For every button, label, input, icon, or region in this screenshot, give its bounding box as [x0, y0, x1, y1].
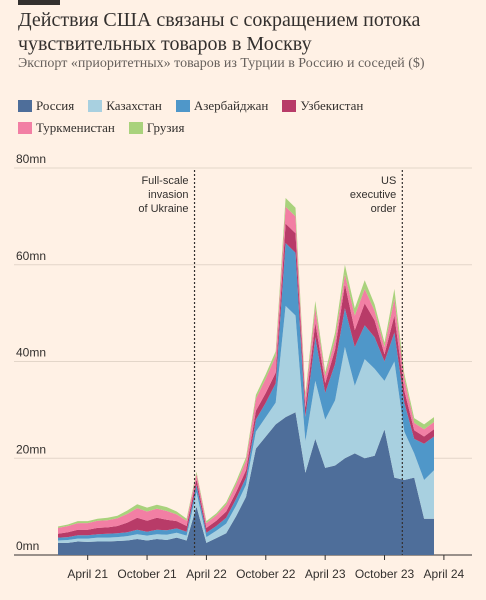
- legend-label: Грузия: [146, 120, 185, 135]
- legend-swatch: [18, 100, 32, 112]
- legend-swatch: [282, 100, 297, 112]
- legend-label: Туркменистан: [36, 120, 115, 135]
- chart-title: Действия США связаны с сокращением поток…: [18, 9, 421, 55]
- x-tick-label: April 23: [305, 567, 346, 581]
- area-series-3: [58, 223, 434, 538]
- legend-item-russia: Россия: [18, 98, 74, 114]
- ft-topbar: [18, 0, 60, 5]
- x-tick-label: April 21: [67, 567, 108, 581]
- legend-label: Азербайджан: [193, 98, 269, 113]
- annotation-text: Full-scale: [141, 175, 188, 187]
- legend-label: Казахстан: [106, 98, 162, 113]
- x-tick-label: October 21: [117, 567, 177, 581]
- x-tick-label: October 22: [236, 567, 296, 581]
- annotation-text: of Ukraine: [138, 203, 188, 215]
- legend-item-azerbaijan: Азербайджан: [175, 98, 269, 114]
- legend-item-uzbekistan: Узбекистан: [282, 98, 363, 114]
- y-tick-label: 20mn: [16, 442, 46, 456]
- legend-swatch: [18, 122, 32, 134]
- legend-item-georgia: Грузия: [128, 120, 185, 136]
- legend-item-turkmenistan: Туркменистан: [18, 120, 115, 136]
- legend-label: Россия: [36, 98, 75, 113]
- chart-subtitle: Экспорт «приоритетных» товаров из Турции…: [18, 56, 425, 71]
- y-tick-label: 40mn: [16, 346, 46, 360]
- legend-swatch: [128, 122, 143, 134]
- legend-item-kazakhstan: Казахстан: [88, 98, 162, 114]
- y-tick-label: 60mn: [16, 249, 46, 263]
- area-series-4: [58, 206, 434, 534]
- x-tick-label: October 23: [355, 567, 415, 581]
- annotation-text: order: [371, 203, 397, 215]
- legend-swatch: [175, 100, 190, 112]
- legend-swatch: [88, 100, 103, 112]
- area-series-2: [58, 243, 434, 541]
- legend: Россия Казахстан Азербайджан Узбекистан …: [18, 98, 478, 142]
- area-series-0: [58, 412, 434, 555]
- x-tick-label: April 24: [424, 567, 465, 581]
- annotation-text: US: [381, 175, 396, 187]
- area-series-1: [58, 305, 434, 543]
- y-tick-label: 0mn: [16, 539, 39, 553]
- y-tick-label: 80mn: [16, 152, 46, 166]
- legend-label: Узбекистан: [300, 98, 364, 113]
- annotation-text: invasion: [148, 189, 188, 201]
- annotation-text: executive: [350, 189, 396, 201]
- x-tick-label: April 22: [186, 567, 227, 581]
